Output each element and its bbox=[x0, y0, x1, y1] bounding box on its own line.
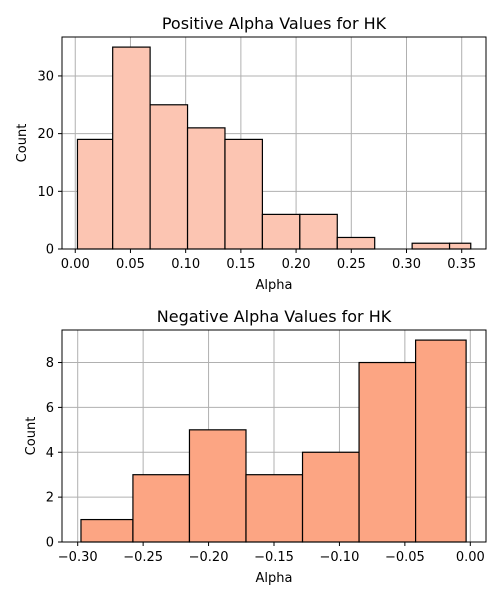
x-tick-label: 0.10 bbox=[171, 257, 200, 272]
y-tick-label: 0 bbox=[46, 243, 54, 258]
x-axis-label: Alpha bbox=[256, 571, 293, 586]
x-tick-label: 0.25 bbox=[337, 257, 366, 272]
chart-title: Positive Alpha Values for HK bbox=[162, 14, 387, 33]
x-tick-label: −0.25 bbox=[123, 550, 163, 565]
histogram-bar bbox=[261, 213, 301, 250]
x-tick-label: −0.30 bbox=[58, 550, 98, 565]
plot-frame bbox=[61, 36, 487, 250]
histogram-bar bbox=[358, 361, 417, 543]
y-tick-label: 30 bbox=[37, 69, 54, 84]
x-tick-label: −0.05 bbox=[385, 550, 425, 565]
y-tick-label: 4 bbox=[46, 446, 54, 461]
x-tick-label: 0.05 bbox=[116, 257, 145, 272]
x-tick-label: 0.00 bbox=[456, 550, 485, 565]
y-tick-label: 20 bbox=[37, 127, 54, 142]
x-tick-label: 0.30 bbox=[392, 257, 421, 272]
chart-title: Negative Alpha Values for HK bbox=[157, 307, 392, 326]
histogram-bar bbox=[188, 429, 247, 543]
x-tick-label: −0.20 bbox=[189, 550, 229, 565]
x-tick-label: 0.15 bbox=[226, 257, 255, 272]
histogram-bar bbox=[411, 242, 451, 250]
y-tick-label: 10 bbox=[37, 185, 54, 200]
negative-alpha-histogram: −0.30 −0.25 −0.20 −0.15 −0.10 −0.05 0.0002468 … bbox=[24, 307, 487, 586]
histogram-bar bbox=[132, 474, 191, 543]
y-tick-label: 2 bbox=[46, 491, 54, 506]
histogram-bar bbox=[448, 242, 472, 250]
y-axis-label: Count bbox=[24, 417, 39, 456]
x-tick-label: −0.15 bbox=[254, 550, 294, 565]
y-tick-label: 0 bbox=[46, 536, 54, 551]
histogram-bar bbox=[245, 474, 304, 543]
histogram-bar bbox=[224, 138, 264, 250]
y-tick-label: 8 bbox=[46, 356, 54, 371]
positive-alpha-histogram: 0.00 0.05 0.10 0.15 0.20 0.25 0.30 0.350102030 … bbox=[15, 14, 487, 293]
y-tick-label: 6 bbox=[46, 401, 54, 416]
histogram-bar bbox=[414, 339, 467, 543]
histogram-bar bbox=[80, 518, 134, 543]
histogram-bar bbox=[301, 451, 360, 543]
histogram-bar bbox=[186, 127, 226, 250]
x-tick-label: −0.10 bbox=[320, 550, 360, 565]
histogram-bar bbox=[112, 46, 151, 250]
histogram-bar bbox=[299, 213, 338, 250]
x-tick-label: 0.00 bbox=[61, 257, 90, 272]
x-tick-label: 0.20 bbox=[282, 257, 311, 272]
histogram-bar bbox=[76, 138, 114, 250]
histogram-bar bbox=[149, 104, 189, 250]
histogram-bar bbox=[336, 236, 376, 250]
y-axis-label: Count bbox=[15, 124, 30, 163]
x-axis-label: Alpha bbox=[256, 278, 293, 293]
x-tick-label: 0.35 bbox=[447, 257, 476, 272]
